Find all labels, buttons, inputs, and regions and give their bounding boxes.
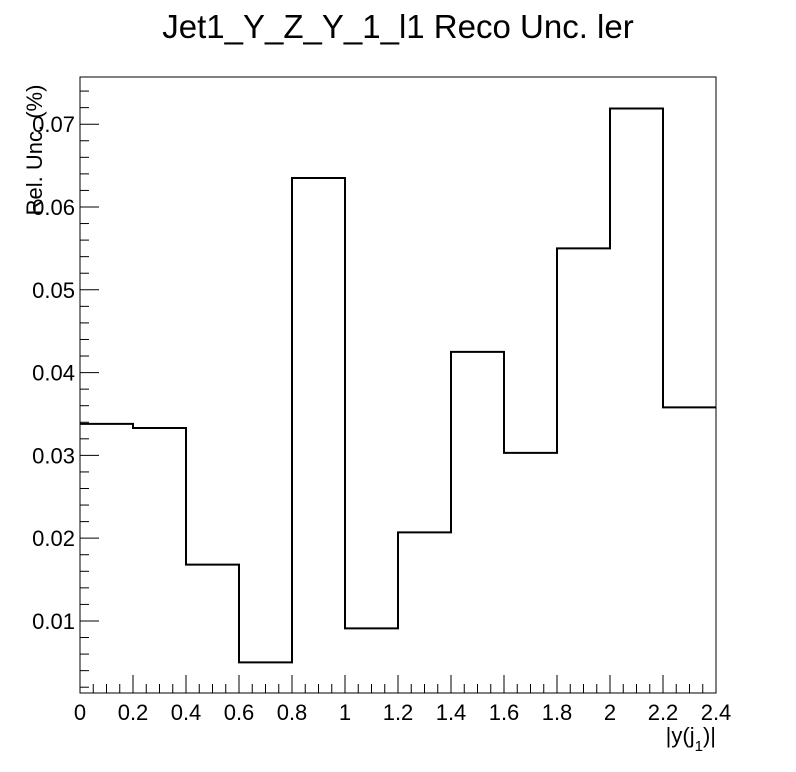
x-tick-label: 1.6: [489, 700, 520, 725]
y-tick-label: 0.07: [32, 112, 75, 137]
x-tick-label: 1: [339, 700, 351, 725]
x-tick-label: 0: [74, 700, 86, 725]
y-tick-label: 0.06: [32, 195, 75, 220]
chart-title: Jet1_Y_Z_Y_1_l1 Reco Unc. ler: [162, 8, 633, 45]
histogram-step-line: [80, 107, 716, 664]
x-tick-label: 1.8: [542, 700, 573, 725]
x-tick-label: 2: [604, 700, 616, 725]
y-tick-label: 0.04: [32, 361, 75, 386]
x-tick-label: 0.4: [171, 700, 202, 725]
axis-ticks: [79, 90, 717, 693]
x-axis-label-end: )|: [703, 723, 716, 748]
y-axis-label: Rel. Unc. (%): [22, 85, 47, 216]
x-tick-label: 2.4: [701, 700, 732, 725]
x-tick-label: 0.6: [224, 700, 255, 725]
y-tick-label: 0.01: [32, 609, 75, 634]
x-axis-label-main: |y(j: [666, 723, 695, 748]
y-tick-label: 0.03: [32, 443, 75, 468]
x-tick-label: 2.2: [648, 700, 679, 725]
x-axis-label: |y(j1)|: [666, 723, 716, 755]
x-tick-label: 1.2: [383, 700, 414, 725]
x-tick-label: 0.2: [118, 700, 149, 725]
x-tick-label: 0.8: [277, 700, 308, 725]
tick-labels: 0 0.2 0.4 0.6 0.8 1 1.2 1.4 1.6 1.8 2 2.2 2.4 0.01 0.0…: [32, 112, 731, 725]
x-axis-label-sub: 1: [695, 738, 703, 755]
y-tick-label: 0.05: [32, 278, 75, 303]
y-tick-label: 0.02: [32, 526, 75, 551]
x-tick-label: 1.4: [436, 700, 467, 725]
